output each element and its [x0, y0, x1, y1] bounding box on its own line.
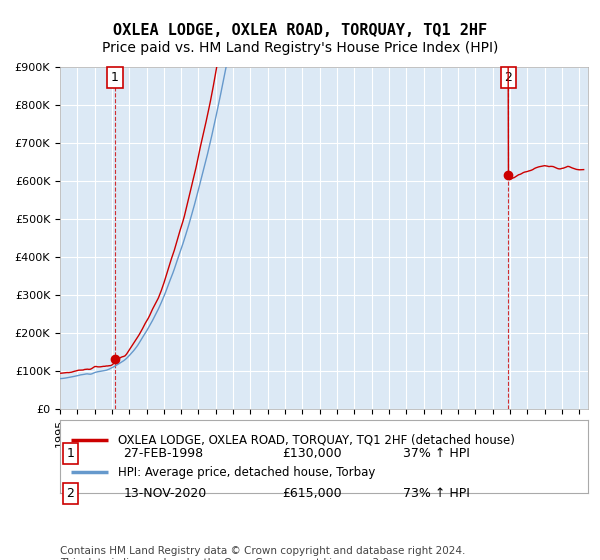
Text: HPI: Average price, detached house, Torbay: HPI: Average price, detached house, Torb… [118, 466, 376, 479]
Text: OXLEA LODGE, OXLEA ROAD, TORQUAY, TQ1 2HF: OXLEA LODGE, OXLEA ROAD, TORQUAY, TQ1 2H… [113, 24, 487, 38]
Text: 1: 1 [111, 71, 119, 84]
Text: 1: 1 [67, 447, 74, 460]
Text: 13-NOV-2020: 13-NOV-2020 [124, 487, 206, 500]
Text: 73% ↑ HPI: 73% ↑ HPI [403, 487, 470, 500]
Text: 27-FEB-1998: 27-FEB-1998 [124, 447, 203, 460]
Text: OXLEA LODGE, OXLEA ROAD, TORQUAY, TQ1 2HF (detached house): OXLEA LODGE, OXLEA ROAD, TORQUAY, TQ1 2H… [118, 434, 515, 447]
Text: £130,000: £130,000 [282, 447, 341, 460]
Text: Contains HM Land Registry data © Crown copyright and database right 2024.
This d: Contains HM Land Registry data © Crown c… [60, 546, 466, 560]
Text: 37% ↑ HPI: 37% ↑ HPI [403, 447, 470, 460]
Text: Price paid vs. HM Land Registry's House Price Index (HPI): Price paid vs. HM Land Registry's House … [102, 41, 498, 55]
Text: 2: 2 [67, 487, 74, 500]
Text: £615,000: £615,000 [282, 487, 341, 500]
Text: 2: 2 [505, 71, 512, 84]
